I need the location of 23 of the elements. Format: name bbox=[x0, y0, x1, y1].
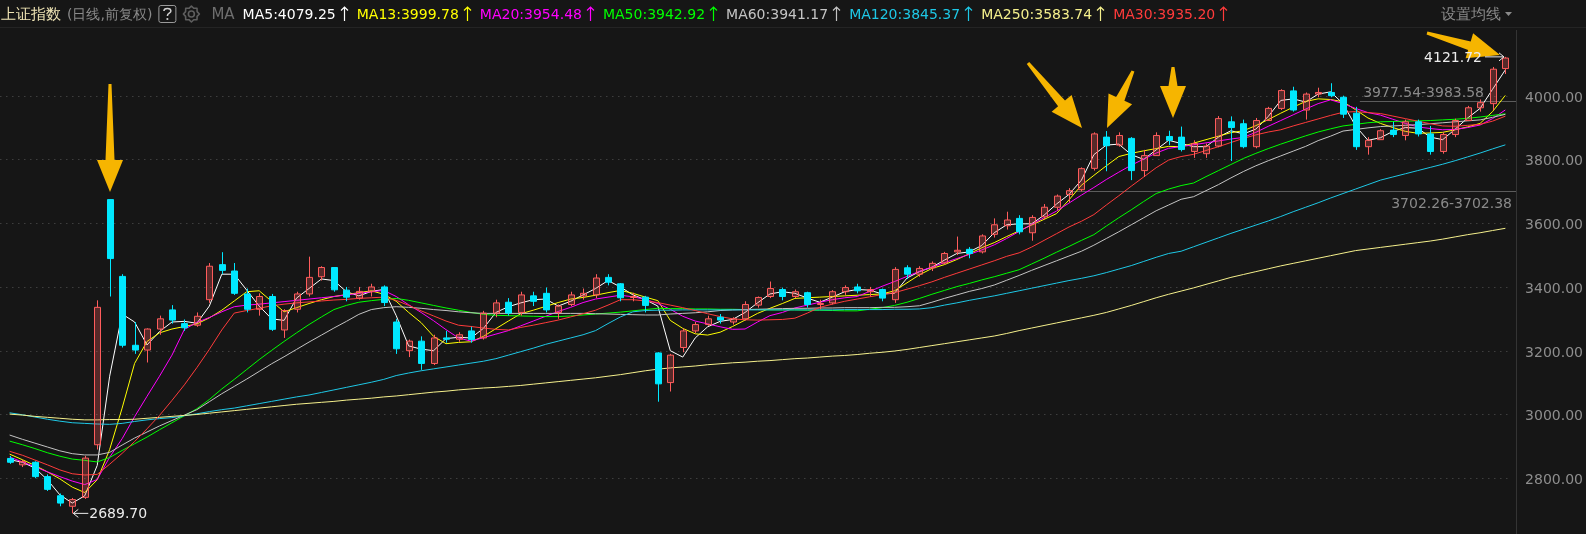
legend-label: MA50:3942.92 bbox=[602, 6, 706, 22]
legend-label: MA60:3941.17 bbox=[726, 6, 829, 22]
subtitle: (日线,前复权) bbox=[67, 6, 153, 22]
annotation: 4121.72 bbox=[1424, 48, 1482, 65]
legend-label: MA20:3954.48 bbox=[479, 6, 582, 22]
button-label: 设置均线 bbox=[1441, 5, 1501, 23]
title: 上证指数 bbox=[1, 5, 61, 23]
legend-label: MA30:3935.20 bbox=[1113, 6, 1216, 22]
y-tick-label: 4000.00 bbox=[1525, 88, 1583, 105]
legend-label: MA13:3999.78 bbox=[356, 6, 459, 22]
ref-label: 3702.26-3702.38 bbox=[1391, 194, 1512, 211]
legend-label: MA250:3583.74 bbox=[981, 6, 1093, 22]
legend-label: MA120:3845.37 bbox=[849, 6, 961, 22]
y-tick-label: 3200.00 bbox=[1525, 343, 1583, 360]
legend-label: MA5:4079.25 bbox=[242, 6, 336, 22]
ref-label: 3977.54-3983.58 bbox=[1363, 83, 1484, 100]
annotation: 2689.70 bbox=[89, 505, 148, 522]
y-tick-label: 3800.00 bbox=[1525, 151, 1583, 168]
y-tick-label: 3400.00 bbox=[1525, 279, 1583, 296]
y-tick-label: 3000.00 bbox=[1525, 406, 1583, 423]
y-tick-label: 2800.00 bbox=[1525, 470, 1583, 487]
y-tick-label: 3600.00 bbox=[1525, 215, 1583, 232]
legend-title: MA bbox=[211, 5, 235, 23]
